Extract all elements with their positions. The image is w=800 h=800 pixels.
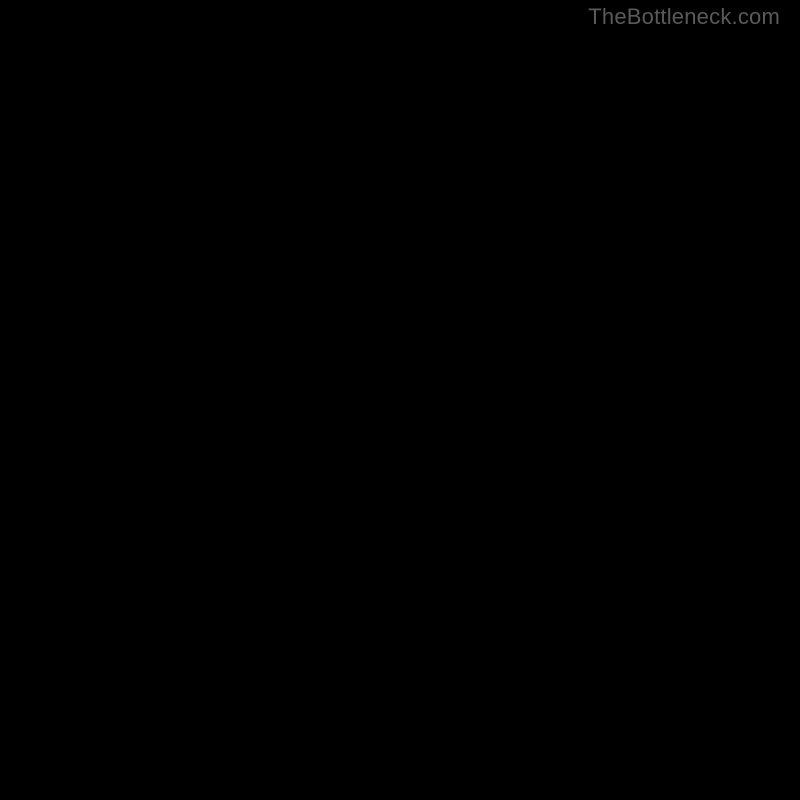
- watermark-text: TheBottleneck.com: [588, 4, 780, 30]
- outer-frame: [0, 0, 800, 800]
